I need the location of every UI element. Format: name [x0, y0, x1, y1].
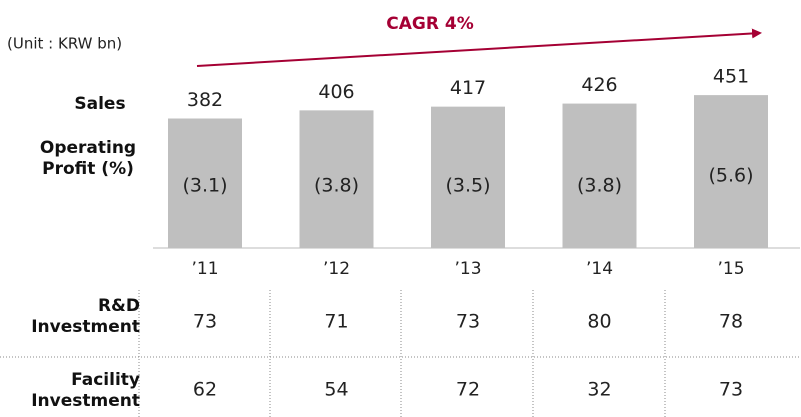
- table-cell: 73: [456, 311, 480, 333]
- annotation: CAGR 4%: [386, 14, 473, 34]
- profit-label: (5.6): [708, 165, 753, 187]
- bar: [299, 110, 374, 248]
- row-label: R&D Investment: [31, 296, 140, 337]
- profit-label: (3.5): [445, 175, 490, 197]
- x-tick-label: ’11: [191, 259, 218, 279]
- profit-label: (3.8): [314, 175, 359, 197]
- bar: [168, 118, 242, 248]
- data-label: 426: [581, 74, 617, 96]
- x-tick-label: ’14: [586, 259, 613, 279]
- cagr-arrow: [196, 28, 762, 67]
- data-label: 451: [713, 66, 749, 88]
- row-label: Facility Investment: [31, 370, 140, 411]
- profit-label: (3.1): [182, 175, 227, 197]
- table-cell: 73: [719, 379, 743, 401]
- data-label: 417: [450, 77, 486, 99]
- data-label: 406: [318, 81, 354, 103]
- table-cell: 78: [719, 311, 743, 333]
- bar: [431, 106, 505, 249]
- x-tick-label: ’15: [717, 259, 744, 279]
- table-cell: 62: [193, 379, 217, 401]
- series-label: Operating Profit (%): [39, 138, 137, 179]
- x-tick-label: ’13: [454, 259, 481, 279]
- table-cell: 72: [456, 379, 480, 401]
- table-cell: 54: [324, 379, 348, 401]
- profit-label: (3.8): [577, 175, 622, 197]
- table-cell: 32: [587, 379, 611, 401]
- series-label: Sales: [74, 94, 126, 114]
- table-cell: 80: [587, 311, 611, 333]
- bar: [694, 95, 768, 249]
- bar: [562, 103, 637, 248]
- data-label: 382: [187, 89, 223, 111]
- unit-label: (Unit : KRW bn): [7, 35, 122, 53]
- x-tick-label: ’12: [323, 259, 350, 279]
- table-cell: 71: [324, 311, 348, 333]
- table-cell: 73: [193, 311, 217, 333]
